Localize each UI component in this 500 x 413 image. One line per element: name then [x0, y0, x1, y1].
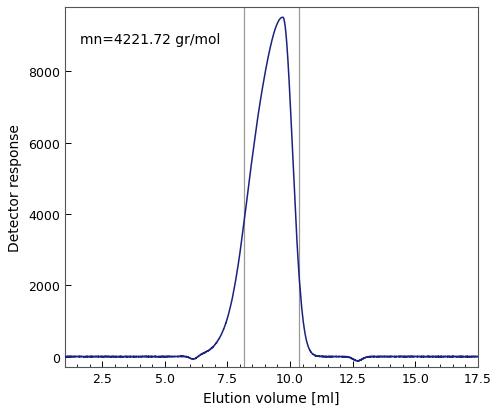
X-axis label: Elution volume [ml]: Elution volume [ml] [203, 391, 340, 405]
Text: mn=4221.72 gr/mol: mn=4221.72 gr/mol [80, 33, 220, 47]
Y-axis label: Detector response: Detector response [8, 124, 22, 252]
